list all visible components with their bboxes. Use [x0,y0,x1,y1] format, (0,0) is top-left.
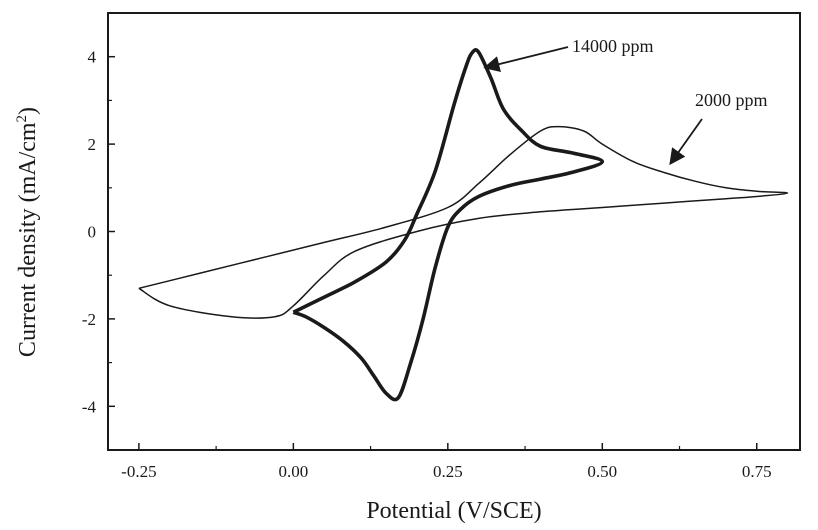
x-tick-label: 0.75 [742,462,772,481]
y-tick-label: 0 [88,223,97,242]
y-tick-label: -2 [82,310,96,329]
y-axis-title-close: ) [15,107,41,115]
annotation-label: 14000 ppm [572,36,654,56]
y-tick-label: -4 [82,397,97,416]
y-tick-label: 4 [88,48,97,67]
y-axis-title-superscript: 2 [14,115,30,123]
series-line-2000-ppm [138,125,789,319]
annotation-layer: 14000 ppm 2000 ppm [483,36,768,166]
x-tick-label: 0.50 [587,462,617,481]
plot-frame [107,12,801,451]
y-axis-title: Current density (mA/cm2) [14,107,41,357]
annotation-arrow [483,46,569,72]
x-tick-label: 0.25 [433,462,463,481]
x-axis-ticks: -0.25 0.00 0.25 0.50 0.75 [121,443,772,481]
x-tick-label: -0.25 [121,462,156,481]
annotation-label: 2000 ppm [695,90,768,110]
y-axis-title-main: Current density (mA/cm [15,122,41,357]
series-layer [138,48,789,402]
series-line-14000-ppm [292,48,605,402]
y-tick-label: 2 [88,135,97,154]
y-axis-ticks: -4 -2 0 2 4 [82,12,115,451]
x-axis-title: Potential (V/SCE) [366,498,541,524]
x-tick-label: 0.00 [278,462,308,481]
annotation-arrow [669,118,703,166]
